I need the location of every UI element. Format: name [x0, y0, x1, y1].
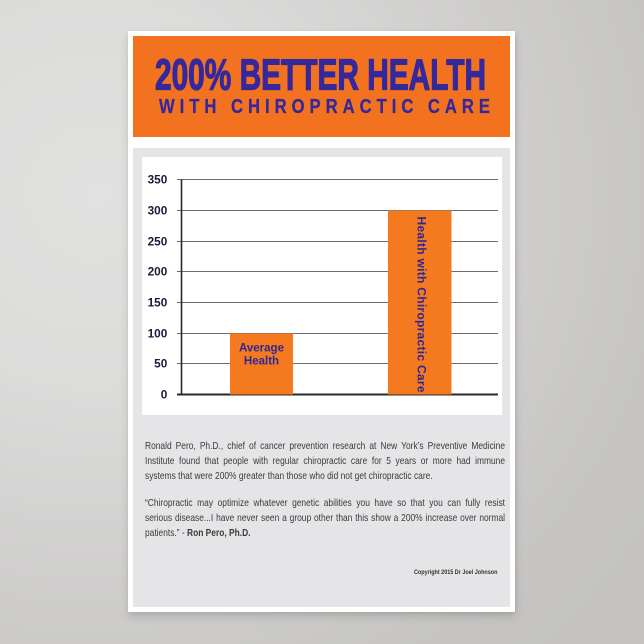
svg-text:100: 100 [148, 327, 168, 341]
svg-text:0: 0 [161, 388, 168, 402]
svg-text:50: 50 [154, 357, 168, 371]
svg-text:Health: Health [244, 356, 279, 368]
svg-text:150: 150 [148, 296, 168, 310]
svg-text:Average: Average [239, 343, 284, 355]
svg-text:200% BETTER HEALTH: 200% BETTER HEALTH [155, 51, 486, 100]
svg-text:300: 300 [148, 204, 168, 218]
svg-text:Health with Chiropractic Care: Health with Chiropractic Care [414, 217, 428, 393]
svg-text:250: 250 [148, 235, 168, 249]
svg-text:WITH CHIROPRACTIC CARE: WITH CHIROPRACTIC CARE [159, 96, 495, 118]
svg-text:350: 350 [148, 173, 168, 187]
svg-text:200: 200 [148, 265, 168, 279]
